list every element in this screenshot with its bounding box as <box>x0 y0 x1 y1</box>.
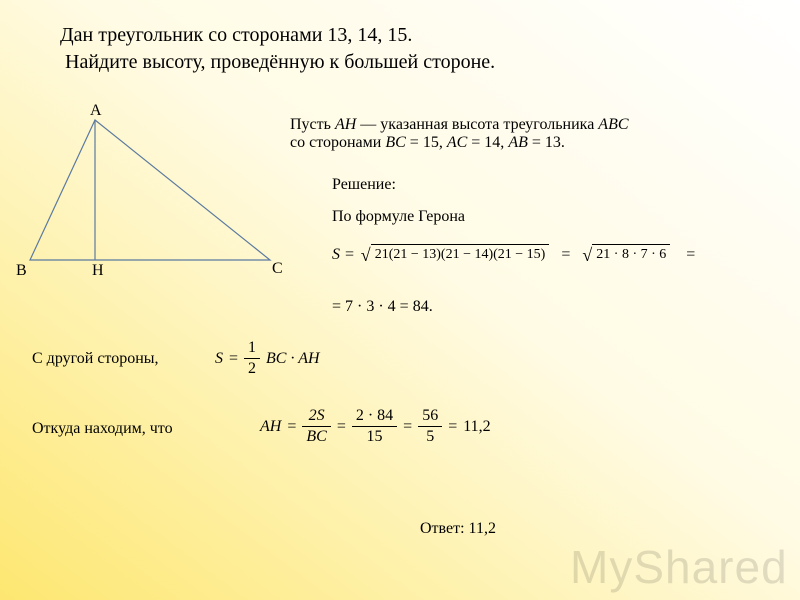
fraction-284-15: 2 · 84 15 <box>352 408 397 445</box>
ah-result: 11,2 <box>463 418 490 436</box>
f1-den: BC <box>302 427 330 445</box>
vertex-label-c: C <box>272 260 283 278</box>
fraction-half: 1 2 <box>244 340 260 377</box>
area-result: = 7 · 3 · 4 = 84. <box>332 298 433 316</box>
fraction-2s-bc: 2S BC <box>302 408 330 445</box>
ah-formula: AH = 2S BC = 2 · 84 15 = 56 5 = 11,2 <box>260 408 491 445</box>
ah-label: AH <box>260 418 281 436</box>
area-formula-rest: BC · AH <box>266 350 319 368</box>
ah-eq-1: = <box>287 418 296 436</box>
problem-line-1: Дан треугольник со сторонами 13, 14, 15. <box>60 22 495 49</box>
f3-num: 56 <box>418 408 442 427</box>
fraction-56-5: 56 5 <box>418 408 442 445</box>
statement-text: Пусть AH — указанная высота треугольника… <box>290 116 629 152</box>
half-den: 2 <box>244 359 260 377</box>
area-formula-s: S <box>215 350 223 368</box>
triangle-outline <box>30 120 270 260</box>
problem-statement: Дан треугольник со сторонами 13, 14, 15.… <box>60 22 495 76</box>
problem-line-2: Найдите высоту, проведённую к большей ст… <box>60 49 495 76</box>
f2-den: 15 <box>352 427 397 445</box>
statement-inner: Пусть AH — указанная высота треугольника… <box>290 116 629 151</box>
radicand-1: 21(21 − 13)(21 − 14)(21 − 15) <box>371 244 550 266</box>
half-num: 1 <box>244 340 260 359</box>
f2-num: 2 · 84 <box>352 408 397 427</box>
ah-eq-4: = <box>448 418 457 436</box>
triangle-figure: A B C H <box>20 110 280 290</box>
heron-row: S = √ 21(21 − 13)(21 − 14)(21 − 15) = √ … <box>332 244 695 266</box>
ah-eq-3: = <box>403 418 412 436</box>
solution-label: Решение: <box>332 176 396 194</box>
vertex-label-b: B <box>16 262 27 280</box>
answer-text: Ответ: 11,2 <box>420 520 496 538</box>
f1-num: 2S <box>302 408 330 427</box>
heron-label: По формуле Герона <box>332 208 465 226</box>
area-formula: S = 1 2 BC · AH <box>215 340 320 377</box>
f3-den: 5 <box>418 427 442 445</box>
heron-prefix: S = <box>332 246 355 264</box>
radicand-2: 21 · 8 · 7 · 6 <box>592 244 670 266</box>
whence-text: Откуда находим, что <box>32 420 173 438</box>
heron-eq-1: = <box>561 246 570 264</box>
triangle-svg <box>20 110 280 280</box>
foot-label-h: H <box>92 262 104 280</box>
slide: Дан треугольник со сторонами 13, 14, 15.… <box>0 0 800 600</box>
radical-2: √ 21 · 8 · 7 · 6 <box>582 244 670 266</box>
radical-1: √ 21(21 − 13)(21 − 14)(21 − 15) <box>361 244 550 266</box>
other-side-text: С другой стороны, <box>32 350 159 368</box>
ah-eq-2: = <box>337 418 346 436</box>
area-formula-eq: = <box>229 350 238 368</box>
watermark-text: MyShared <box>570 540 788 594</box>
vertex-label-a: A <box>90 102 102 120</box>
heron-eq-2: = <box>686 246 695 264</box>
